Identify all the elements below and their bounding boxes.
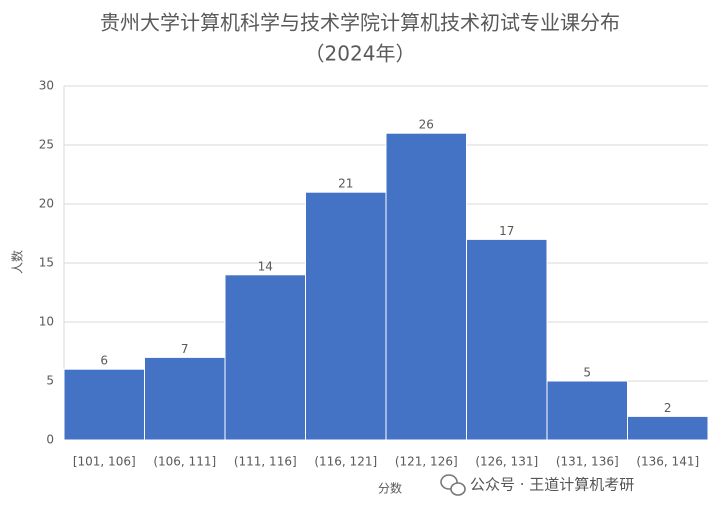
bar xyxy=(385,132,467,441)
data-label: 21 xyxy=(338,177,353,191)
data-label: 14 xyxy=(258,259,273,273)
x-tick-label: (126, 131] xyxy=(475,455,538,469)
y-tick-label: 30 xyxy=(39,79,54,93)
data-label: 2 xyxy=(664,401,672,415)
x-tick-label: (106, 111] xyxy=(153,455,216,469)
chart-title: 贵州大学计算机科学与技术学院计算机技术初试专业课分布 xyxy=(100,11,620,35)
x-tick-label: (116, 121] xyxy=(314,455,377,469)
y-tick-label: 15 xyxy=(39,256,54,270)
bar xyxy=(63,368,145,441)
y-tick-label: 0 xyxy=(46,433,54,447)
data-label: 5 xyxy=(583,366,591,380)
y-tick-label: 25 xyxy=(39,138,54,152)
x-tick-label: (131, 136] xyxy=(556,455,619,469)
watermark-icon xyxy=(440,474,466,496)
x-tick-label: (111, 116] xyxy=(234,455,297,469)
bar xyxy=(224,274,306,441)
x-tick-label: (136, 141] xyxy=(636,455,699,469)
y-axis-label: 人数 xyxy=(10,250,25,274)
watermark: 公众号 · 王道计算机考研 xyxy=(470,476,634,494)
data-label: 26 xyxy=(419,118,434,132)
bar xyxy=(466,238,548,441)
bar xyxy=(627,415,709,441)
y-tick-label: 5 xyxy=(46,374,54,388)
y-tick-label: 10 xyxy=(39,315,54,329)
bar xyxy=(305,191,387,441)
chart-subtitle: （2024年） xyxy=(305,42,416,66)
data-label: 17 xyxy=(499,224,514,238)
bar xyxy=(144,356,226,441)
data-label: 6 xyxy=(100,354,108,368)
data-label: 7 xyxy=(181,342,189,356)
y-tick-label: 20 xyxy=(39,197,54,211)
x-axis-label: 分数 xyxy=(378,481,402,496)
bar xyxy=(546,380,628,441)
x-tick-label: [101, 106] xyxy=(73,455,136,469)
x-tick-label: (121, 126] xyxy=(395,455,458,469)
